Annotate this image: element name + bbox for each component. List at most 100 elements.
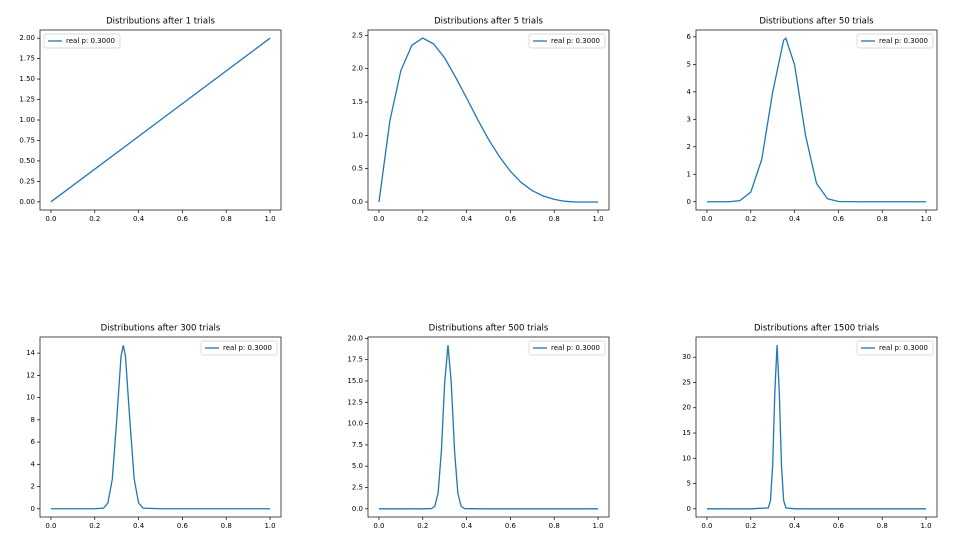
y-tick-label: 1.00: [19, 116, 35, 124]
x-tick-label: 0.6: [505, 215, 517, 223]
x-tick-label: 0.2: [89, 522, 100, 530]
legend-label: real p: 0.3000: [551, 344, 600, 352]
legend-box: [528, 340, 606, 356]
y-tick-label: 8: [31, 416, 35, 424]
y-tick-label: 0.0: [352, 198, 363, 206]
y-tick-label: 0.50: [19, 157, 35, 165]
plot-frame: [695, 29, 938, 211]
y-tick-label: 0.5: [352, 165, 363, 173]
subplot: Distributions after 50 trials 0.0 0.2 0.4 0.…: [687, 17, 938, 223]
y-tick-label: 10: [26, 394, 35, 402]
x-tick-label: 0.8: [221, 215, 232, 223]
y-tick-label: 0.0: [352, 505, 363, 513]
plot-frame: [39, 29, 282, 211]
x-tick-label: 0.0: [373, 215, 384, 223]
y-tick-label: 2.0: [352, 65, 363, 73]
x-tick-label: 0.2: [745, 522, 756, 530]
legend: real p: 0.3000: [43, 33, 121, 49]
y-tick-label: 2.00: [19, 34, 35, 42]
line-series: [706, 37, 927, 203]
y-tick-label: 12: [26, 371, 35, 379]
legend-box: [528, 33, 606, 49]
x-tick-label: 0.4: [789, 522, 801, 530]
legend: real p: 0.3000: [200, 340, 278, 356]
legend: real p: 0.3000: [528, 33, 606, 49]
legend-label: real p: 0.3000: [879, 344, 928, 352]
x-tick-label: 1.0: [920, 522, 931, 530]
line-series: [378, 37, 599, 203]
subplot: Distributions after 5 trials 0.0 0.2 0.4 0.6…: [352, 17, 610, 223]
x-tick-label: 0.4: [461, 522, 473, 530]
legend: real p: 0.3000: [856, 33, 934, 49]
x-tick-label: 1.0: [264, 522, 275, 530]
y-tick-label: 1.5: [352, 98, 363, 106]
y-tick-label: 4: [687, 88, 692, 96]
y-tick-label: 1.25: [19, 96, 35, 104]
y-tick-label: 17.5: [347, 356, 363, 364]
x-tick-label: 0.2: [417, 215, 428, 223]
line-series: [50, 37, 271, 203]
y-tick-label: 0: [687, 198, 691, 206]
y-tick-label: 25: [682, 378, 691, 386]
x-tick-label: 0.0: [45, 522, 56, 530]
x-tick-label: 0.4: [461, 215, 473, 223]
y-tick-label: 6: [687, 33, 692, 41]
y-tick-label: 30: [682, 353, 691, 361]
y-tick-label: 1.50: [19, 75, 35, 83]
x-tick-label: 0.0: [45, 215, 56, 223]
legend-box: [43, 33, 121, 49]
y-tick-label: 0: [31, 505, 35, 513]
x-tick-label: 0.6: [177, 522, 189, 530]
x-tick-label: 0.2: [417, 522, 428, 530]
y-tick-label: 6: [31, 438, 36, 446]
y-tick-label: 15: [682, 429, 691, 437]
x-tick-label: 0.8: [549, 522, 560, 530]
x-tick-label: 0.8: [877, 522, 888, 530]
chart-title: Distributions after 50 trials: [759, 17, 874, 27]
subplot: Distributions after 1 trials 0.0 0.2 0.4 0.6…: [19, 17, 282, 223]
chart-title: Distributions after 1500 trials: [754, 324, 880, 334]
y-tick-label: 5.0: [352, 462, 363, 470]
line-series: [50, 345, 271, 510]
y-tick-label: 20: [682, 404, 691, 412]
x-tick-label: 1.0: [264, 215, 275, 223]
x-tick-label: 0.2: [89, 215, 100, 223]
legend-label: real p: 0.3000: [551, 37, 600, 45]
y-tick-label: 10: [682, 454, 691, 462]
plot-frame: [39, 336, 282, 518]
x-tick-label: 1.0: [592, 215, 603, 223]
x-tick-label: 0.0: [701, 215, 712, 223]
x-tick-label: 0.4: [789, 215, 801, 223]
y-tick-label: 2: [31, 483, 35, 491]
legend-label: real p: 0.3000: [223, 344, 272, 352]
y-tick-label: 20.0: [347, 334, 363, 342]
legend-box: [856, 340, 934, 356]
legend-label: real p: 0.3000: [879, 37, 928, 45]
y-tick-label: 12.5: [347, 398, 363, 406]
plot-frame: [367, 336, 610, 518]
x-tick-label: 1.0: [592, 522, 603, 530]
y-tick-label: 0.25: [19, 177, 35, 185]
legend-box: [200, 340, 278, 356]
y-tick-label: 5: [687, 60, 691, 68]
x-tick-label: 0.8: [221, 522, 232, 530]
subplot: Distributions after 300 trials 0.0 0.2 0.4 0…: [26, 324, 282, 530]
chart-title: Distributions after 300 trials: [101, 324, 221, 334]
legend: real p: 0.3000: [528, 340, 606, 356]
y-tick-label: 2: [687, 143, 691, 151]
legend-label: real p: 0.3000: [66, 37, 115, 45]
y-tick-label: 5: [687, 480, 691, 488]
x-tick-label: 0.6: [833, 522, 845, 530]
line-series: [706, 345, 927, 510]
y-tick-label: 7.5: [352, 441, 363, 449]
y-tick-label: 1.0: [352, 131, 363, 139]
chart-title: Distributions after 500 trials: [429, 324, 549, 334]
x-tick-label: 0.6: [833, 215, 845, 223]
plot-frame: [367, 29, 610, 211]
x-tick-label: 0.0: [701, 522, 712, 530]
chart-title: Distributions after 1 trials: [106, 17, 215, 27]
y-tick-label: 1: [687, 170, 691, 178]
y-tick-label: 10.0: [347, 420, 363, 428]
y-tick-label: 0.75: [19, 136, 35, 144]
